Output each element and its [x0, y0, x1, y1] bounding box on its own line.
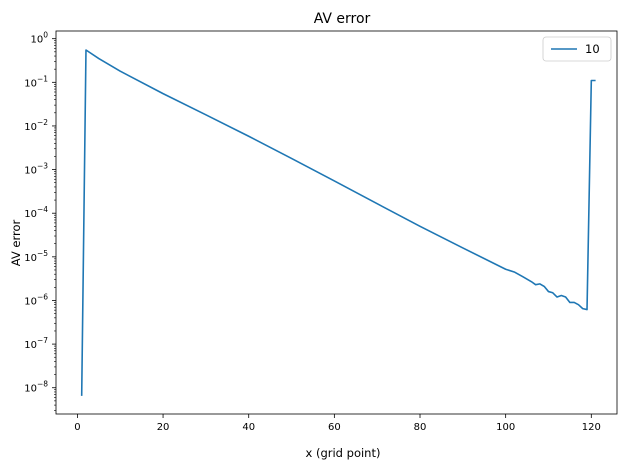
- y-tick-label: 10−6: [24, 292, 48, 307]
- legend-label: 10: [585, 42, 600, 56]
- x-tick-label: 100: [496, 422, 515, 433]
- x-tick-label: 120: [582, 422, 601, 433]
- y-tick-label: 10−8: [24, 380, 48, 395]
- x-tick-label: 0: [74, 422, 80, 433]
- y-tick-label: 10−5: [24, 249, 48, 264]
- x-tick-label: 40: [242, 422, 255, 433]
- x-tick-label: 80: [414, 422, 427, 433]
- y-tick-label: 10−3: [24, 162, 48, 177]
- y-axis-label: AV error: [9, 219, 23, 266]
- y-tick-label: 10−2: [24, 118, 48, 133]
- y-tick-label: 10−1: [24, 74, 48, 89]
- x-tick-label: 60: [328, 422, 341, 433]
- legend: 10: [542, 36, 612, 62]
- plot-area: [55, 30, 618, 415]
- x-axis-label: x (grid point): [306, 446, 381, 460]
- y-tick-label: 10−7: [24, 336, 48, 351]
- y-axis: 10−8 10−7 10−6 10−5 10−4 10−3 10−2 10−1 100: [24, 31, 56, 411]
- y-tick-label: 10−4: [24, 205, 48, 220]
- x-tick-label: 20: [157, 422, 170, 433]
- y-tick-label: 100: [30, 31, 48, 46]
- chart-title: AV error: [314, 11, 371, 27]
- axes-frame: [55, 30, 618, 415]
- x-axis: 0 20 40 60 80 100 120: [74, 414, 601, 433]
- series-line-0: [80, 49, 596, 396]
